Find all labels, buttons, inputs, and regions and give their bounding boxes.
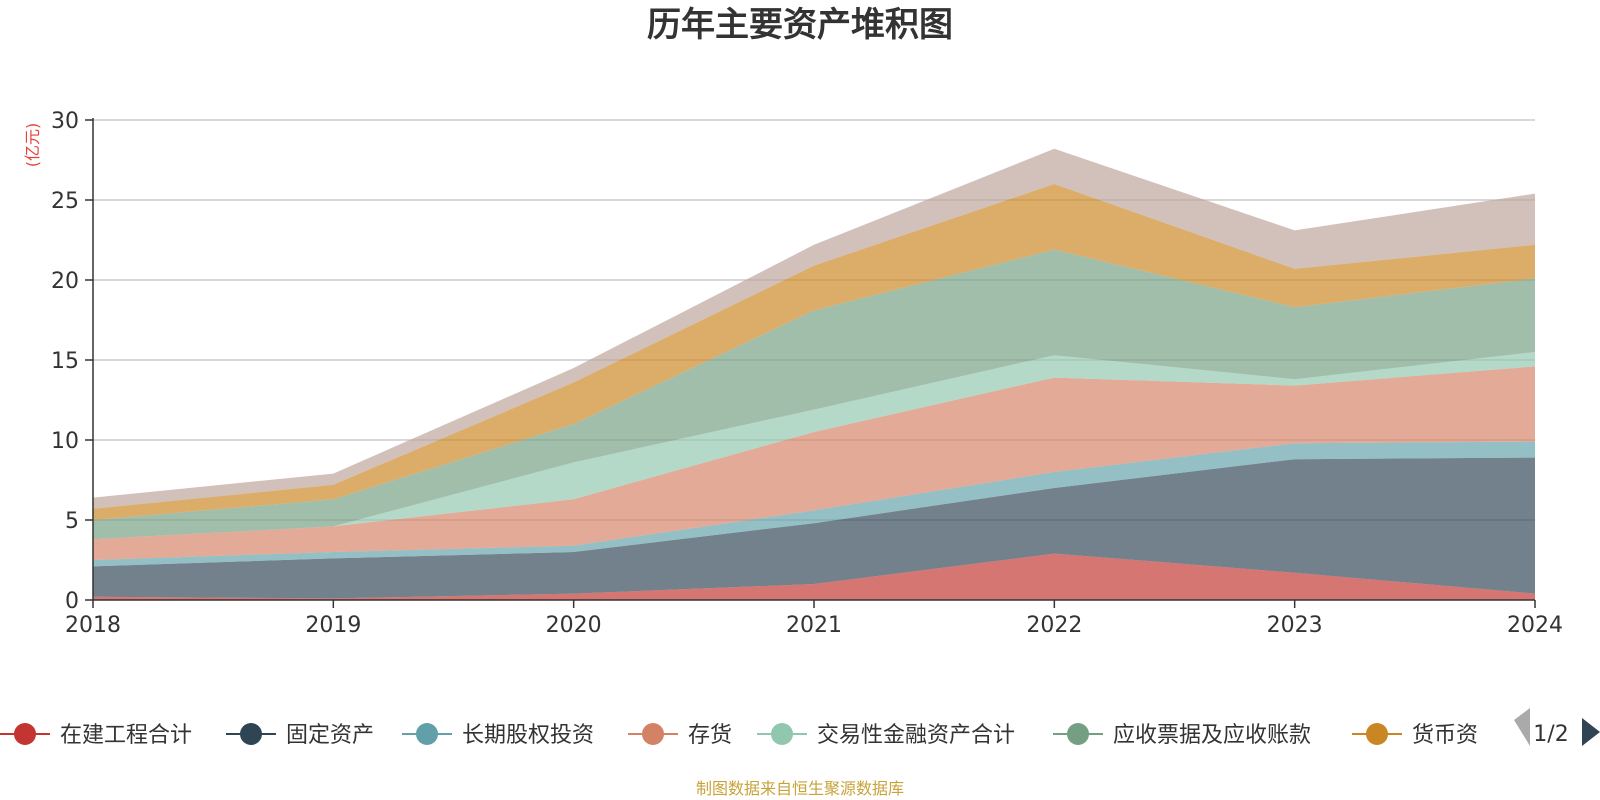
legend-marker-icon (1067, 723, 1089, 745)
y-tick-label: 10 (51, 429, 79, 454)
chart-title: 历年主要资产堆积图 (647, 5, 953, 45)
legend-marker-icon (14, 723, 36, 745)
legend-marker-icon (416, 723, 438, 745)
legend-label: 交易性金融资产合计 (817, 723, 1015, 748)
x-tick-label: 2019 (305, 613, 361, 638)
y-tick-label: 30 (51, 109, 79, 134)
legend-marker-icon (1366, 723, 1388, 745)
legend-item[interactable]: 长期股权投资 (402, 723, 594, 748)
legend-marker-icon (771, 723, 793, 745)
area-series-长期股权投资 (93, 441, 1535, 567)
area-series-交易性金融资产合计 (93, 352, 1535, 540)
x-tick-label: 2020 (546, 613, 602, 638)
data-source-note: 制图数据来自恒生聚源数据库 (696, 779, 904, 798)
legend-label: 货币资 (1412, 723, 1478, 748)
legend-label: 在建工程合计 (60, 723, 192, 748)
x-tick-label: 2021 (786, 613, 842, 638)
area-series-货币资金 (93, 184, 1535, 520)
legend-next-icon[interactable] (1582, 718, 1600, 746)
area-series-在建工程合计 (93, 553, 1535, 600)
y-axis-unit: (亿元) (23, 123, 42, 168)
legend-label: 固定资产 (286, 723, 374, 748)
stacked-areas (93, 148, 1535, 600)
axes: 0 5 10 15 20 25 30 2018 2019 2020 2021 2022 2023 2024 (51, 109, 1563, 638)
legend-label: 存货 (688, 723, 732, 748)
legend-item[interactable]: 存货 (628, 723, 732, 748)
legend[interactable]: 在建工程合计 固定资产 长期股权投资 存货 交易性金融资产合计 应收票据及应收账款 货币资 (0, 723, 1478, 748)
legend-label: 应收票据及应收账款 (1113, 723, 1311, 748)
y-tick-label: 20 (51, 269, 79, 294)
legend-label: 长期股权投资 (462, 723, 594, 748)
legend-item[interactable]: 货币资 (1352, 723, 1478, 748)
x-tick-label: 2022 (1026, 613, 1082, 638)
legend-pager: 1/2 (1514, 708, 1600, 747)
legend-item[interactable]: 在建工程合计 (0, 723, 192, 748)
y-tick-label: 25 (51, 189, 79, 214)
y-tick-label: 0 (65, 589, 79, 614)
y-tick-label: 5 (65, 509, 79, 534)
area-series-固定资产 (93, 457, 1535, 599)
y-tick-label: 15 (51, 349, 79, 374)
legend-marker-icon (642, 723, 664, 745)
area-series-应收票据及应收账款 (93, 249, 1535, 540)
legend-item[interactable]: 交易性金融资产合计 (757, 723, 1015, 748)
x-tick-label: 2024 (1507, 613, 1563, 638)
x-tick-label: 2023 (1267, 613, 1323, 638)
legend-prev-icon[interactable] (1514, 708, 1530, 746)
area-series-存货 (93, 366, 1535, 560)
legend-marker-icon (240, 723, 262, 745)
legend-item[interactable]: 固定资产 (226, 723, 374, 748)
legend-page-indicator: 1/2 (1533, 722, 1568, 747)
x-tick-label: 2018 (65, 613, 121, 638)
legend-item[interactable]: 应收票据及应收账款 (1053, 723, 1311, 748)
